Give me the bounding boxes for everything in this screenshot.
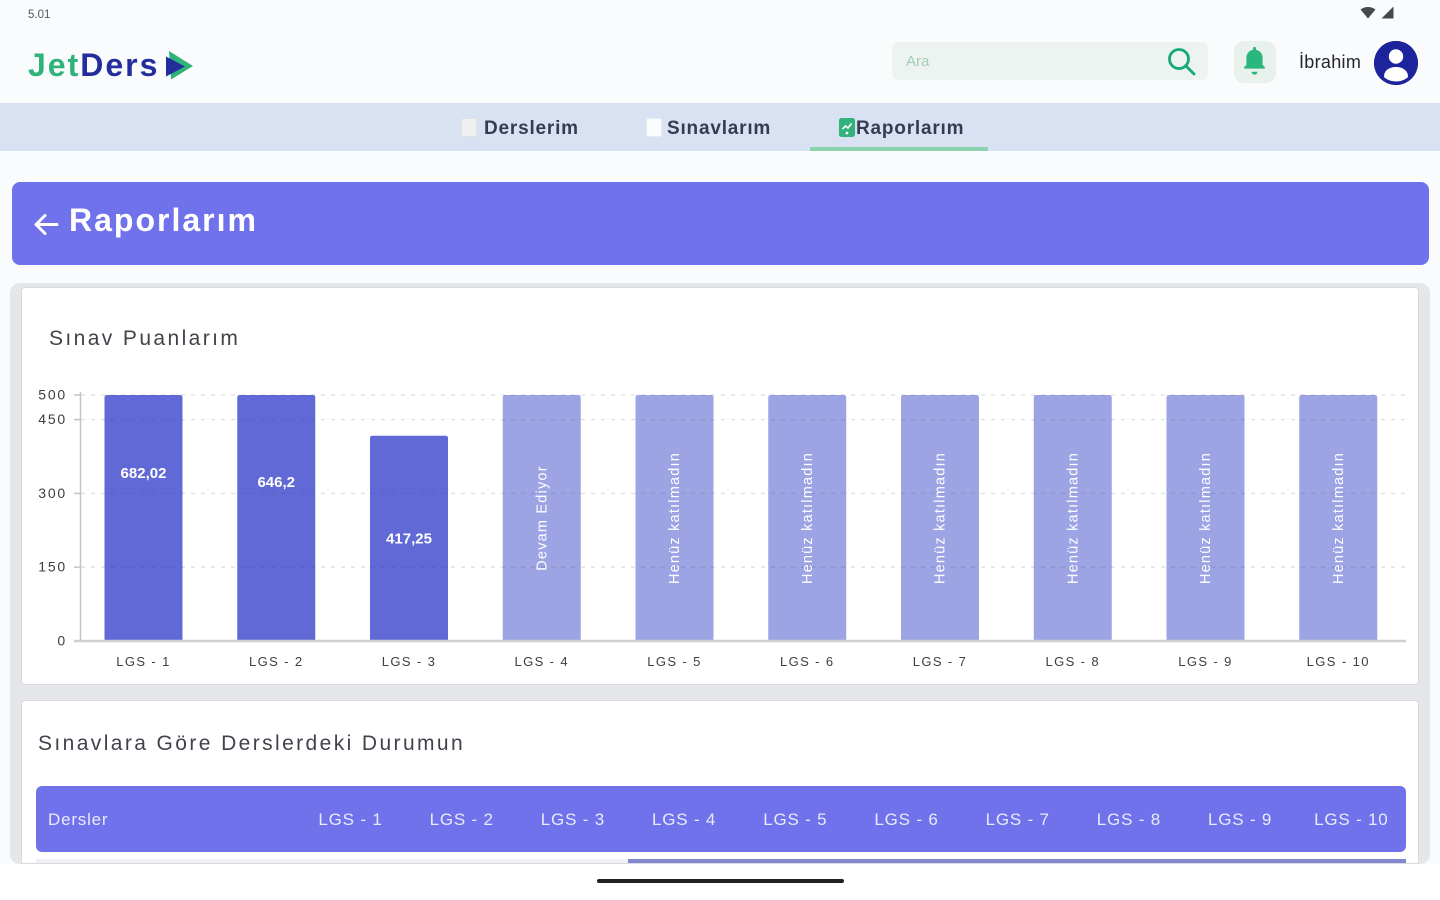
svg-text:646,2: 646,2 xyxy=(257,474,295,491)
svg-text:LGS - 7: LGS - 7 xyxy=(913,654,968,669)
svg-text:LGS - 9: LGS - 9 xyxy=(1178,654,1233,669)
svg-text:LGS - 2: LGS - 2 xyxy=(249,654,304,669)
svg-text:300: 300 xyxy=(38,485,67,501)
svg-text:LGS - 6: LGS - 6 xyxy=(780,654,835,669)
svg-text:417,25: 417,25 xyxy=(386,530,432,547)
svg-text:Henüz katılmadın: Henüz katılmadın xyxy=(667,452,683,584)
svg-text:450: 450 xyxy=(38,411,67,427)
svg-text:Devam Ediyor: Devam Ediyor xyxy=(534,465,550,570)
svg-text:LGS - 1: LGS - 1 xyxy=(116,654,171,669)
svg-text:LGS - 3: LGS - 3 xyxy=(382,654,437,669)
svg-text:LGS - 8: LGS - 8 xyxy=(1045,654,1100,669)
svg-text:0: 0 xyxy=(57,633,67,649)
svg-text:Henüz katılmadın: Henüz katılmadın xyxy=(1331,452,1347,584)
svg-text:Henüz katılmadın: Henüz katılmadın xyxy=(1065,452,1081,584)
svg-text:Henüz katılmadın: Henüz katılmadın xyxy=(933,452,949,584)
svg-text:Henüz katılmadın: Henüz katılmadın xyxy=(1198,452,1214,584)
svg-text:LGS - 4: LGS - 4 xyxy=(514,654,569,669)
svg-text:500: 500 xyxy=(38,387,67,403)
svg-text:Henüz katılmadın: Henüz katılmadın xyxy=(800,452,816,584)
svg-text:LGS - 10: LGS - 10 xyxy=(1307,654,1370,669)
svg-text:150: 150 xyxy=(38,559,67,575)
svg-text:LGS - 5: LGS - 5 xyxy=(647,654,702,669)
svg-text:682,02: 682,02 xyxy=(121,465,167,482)
